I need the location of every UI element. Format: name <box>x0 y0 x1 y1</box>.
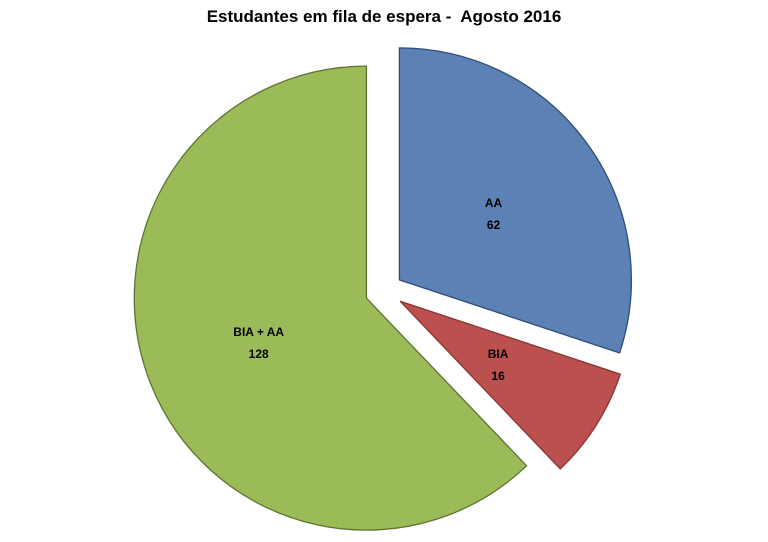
slice-label-aa: AA 62 <box>485 196 503 232</box>
chart-title: Estudantes em fila de espera - Agosto 20… <box>206 7 562 26</box>
slice-value-text: 62 <box>487 218 501 232</box>
pie-slice-bia <box>399 300 622 470</box>
slice-category-text: AA <box>485 196 503 210</box>
slice-label-bia-aa: BIA + AA 128 <box>233 325 284 361</box>
slice-category-text: BIA + AA <box>233 325 284 339</box>
slice-label-bia: BIA 16 <box>488 347 509 383</box>
pie-slice-bia-aa <box>133 65 528 531</box>
pie-slice-aa <box>398 47 633 354</box>
slice-value-text: 128 <box>249 347 269 361</box>
slice-value-text: 16 <box>491 369 505 383</box>
slice-category-text: BIA <box>488 347 509 361</box>
